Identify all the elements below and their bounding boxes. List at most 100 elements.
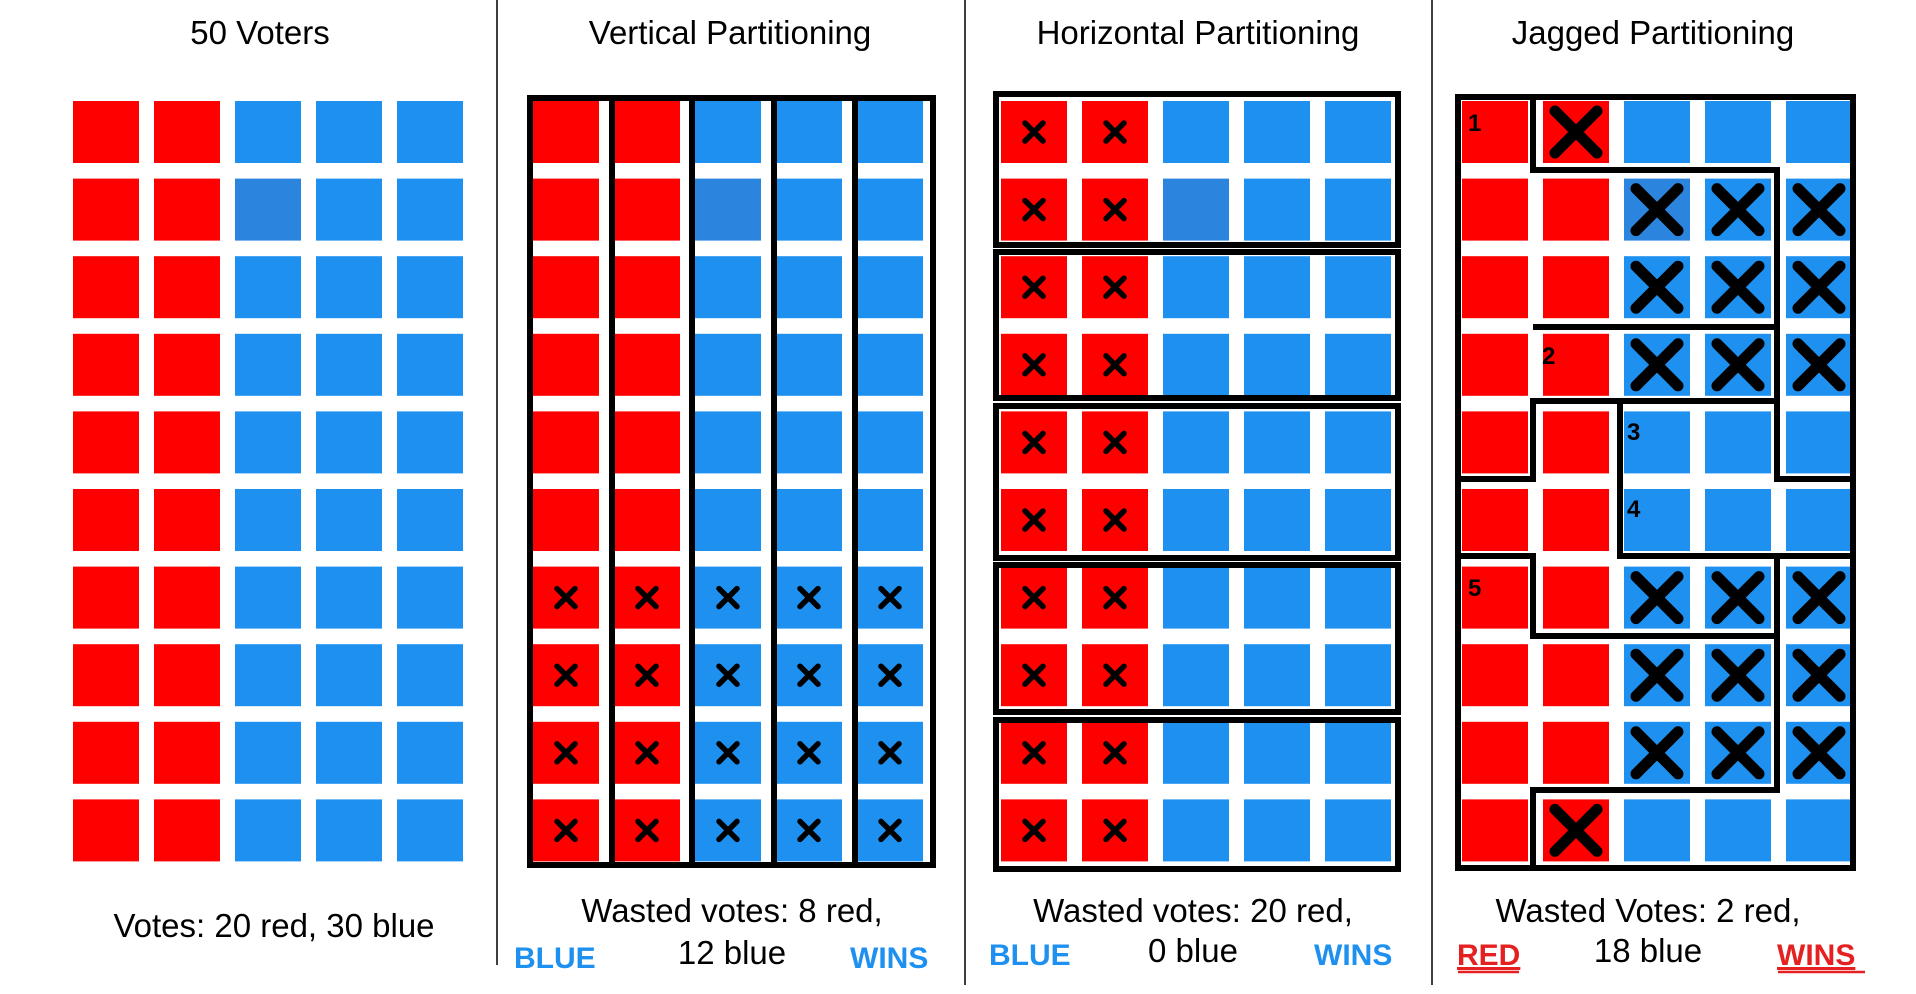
voter-square xyxy=(73,566,139,629)
horizontal-district xyxy=(993,717,1401,872)
jagged-grid xyxy=(1462,101,1852,862)
voter-square xyxy=(1244,333,1310,396)
wasted-vote-big-x-icon xyxy=(1630,183,1684,237)
voter-square xyxy=(235,101,301,163)
voter-square xyxy=(1163,256,1229,319)
district-number-1: 1 xyxy=(1468,110,1481,137)
voter-square xyxy=(1462,101,1528,163)
voter-square xyxy=(397,101,463,163)
wasted-vote-big-x-icon xyxy=(1549,803,1603,857)
wasted-vote-x-icon xyxy=(716,585,740,610)
voter-square xyxy=(1786,411,1852,474)
voter-square xyxy=(1462,489,1528,551)
wasted-vote-x-icon xyxy=(1103,275,1127,299)
voter-square xyxy=(1163,644,1229,707)
wasted-vote-x-icon xyxy=(635,818,659,843)
voter-grid xyxy=(73,101,463,862)
voter-square xyxy=(1325,333,1391,396)
wasted-vote-big-x-icon xyxy=(1792,260,1846,314)
wasted-vote-x-icon xyxy=(1103,430,1127,455)
voter-square xyxy=(1244,489,1310,551)
voter-square xyxy=(1624,489,1690,551)
wasted-vote-x-icon xyxy=(554,741,578,765)
panel-title-voters: 50 Voters xyxy=(190,14,329,51)
wasted-vote-big-x-icon xyxy=(1711,338,1765,392)
caption-jagged-line-2: 18 blue xyxy=(1594,932,1702,969)
voter-square xyxy=(154,799,220,862)
voter-square xyxy=(1543,178,1609,241)
wasted-vote-x-icon xyxy=(554,663,578,687)
voter-square xyxy=(1786,489,1852,551)
voter-square xyxy=(1624,101,1690,163)
voter-square xyxy=(1163,489,1229,551)
district-number-2: 2 xyxy=(1542,343,1555,370)
wins-word-vertical: WINS xyxy=(850,942,928,975)
voter-square xyxy=(1786,799,1852,862)
wasted-vote-x-icon xyxy=(1022,275,1046,299)
caption-horizontal-line-1: Wasted votes: 20 red, xyxy=(1033,892,1353,929)
voter-square xyxy=(73,178,139,241)
panel-title-horizontal: Horizontal Partitioning xyxy=(1037,14,1360,51)
wasted-vote-big-x-icon xyxy=(1792,338,1846,392)
voter-square xyxy=(1462,566,1528,629)
voter-square xyxy=(1244,178,1310,241)
voter-square xyxy=(73,333,139,396)
wasted-vote-x-icon xyxy=(716,741,740,765)
voter-square xyxy=(235,411,301,474)
voter-square xyxy=(1325,101,1391,163)
wasted-vote-x-icon xyxy=(554,585,578,610)
voter-square xyxy=(235,178,301,241)
voter-square xyxy=(316,644,382,707)
voter-square xyxy=(1786,101,1852,163)
panel-title-vertical: Vertical Partitioning xyxy=(589,14,871,51)
voter-square xyxy=(1163,178,1229,241)
voter-square xyxy=(154,256,220,319)
wasted-vote-x-icon xyxy=(878,585,902,610)
wasted-vote-x-icon xyxy=(1022,818,1046,843)
voter-square xyxy=(1325,489,1391,551)
voter-square xyxy=(533,101,599,163)
voter-square xyxy=(1325,644,1391,707)
wasted-vote-x-icon xyxy=(1022,353,1046,377)
wins-word-jagged: WINS xyxy=(1777,939,1855,972)
voter-square xyxy=(1244,799,1310,862)
wasted-vote-x-icon xyxy=(797,663,821,687)
voter-square xyxy=(533,411,599,474)
voter-square xyxy=(235,799,301,862)
voter-square xyxy=(1543,566,1609,629)
wasted-vote-x-icon xyxy=(1022,430,1046,455)
caption-vertical-line-1: Wasted votes: 8 red, xyxy=(581,892,882,929)
wasted-vote-big-x-icon xyxy=(1630,338,1684,392)
voter-square xyxy=(397,644,463,707)
voter-square xyxy=(1705,799,1771,862)
voter-square xyxy=(857,178,923,241)
wasted-vote-big-x-icon xyxy=(1711,183,1765,237)
voter-square xyxy=(397,566,463,629)
wasted-vote-big-x-icon xyxy=(1792,571,1846,625)
voter-square xyxy=(1543,411,1609,474)
voter-square xyxy=(73,101,139,163)
voter-square xyxy=(1543,333,1609,396)
voter-square xyxy=(235,566,301,629)
wasted-vote-big-x-icon xyxy=(1711,260,1765,314)
voter-square xyxy=(1244,644,1310,707)
voter-square xyxy=(73,721,139,784)
voter-square xyxy=(154,411,220,474)
wasted-vote-big-x-icon xyxy=(1792,726,1846,780)
voter-square xyxy=(857,101,923,163)
voter-square xyxy=(1244,101,1310,163)
voter-square xyxy=(776,256,842,319)
voter-square xyxy=(533,178,599,241)
district-number-5: 5 xyxy=(1468,575,1481,602)
voter-square xyxy=(1163,566,1229,629)
voter-square xyxy=(316,411,382,474)
voter-square xyxy=(1543,644,1609,707)
voter-square xyxy=(73,489,139,551)
voter-square xyxy=(1163,721,1229,784)
wasted-vote-x-icon xyxy=(878,818,902,843)
voter-square xyxy=(154,101,220,163)
voter-square xyxy=(533,489,599,551)
horizontal-district xyxy=(993,91,1401,248)
voter-square xyxy=(316,101,382,163)
